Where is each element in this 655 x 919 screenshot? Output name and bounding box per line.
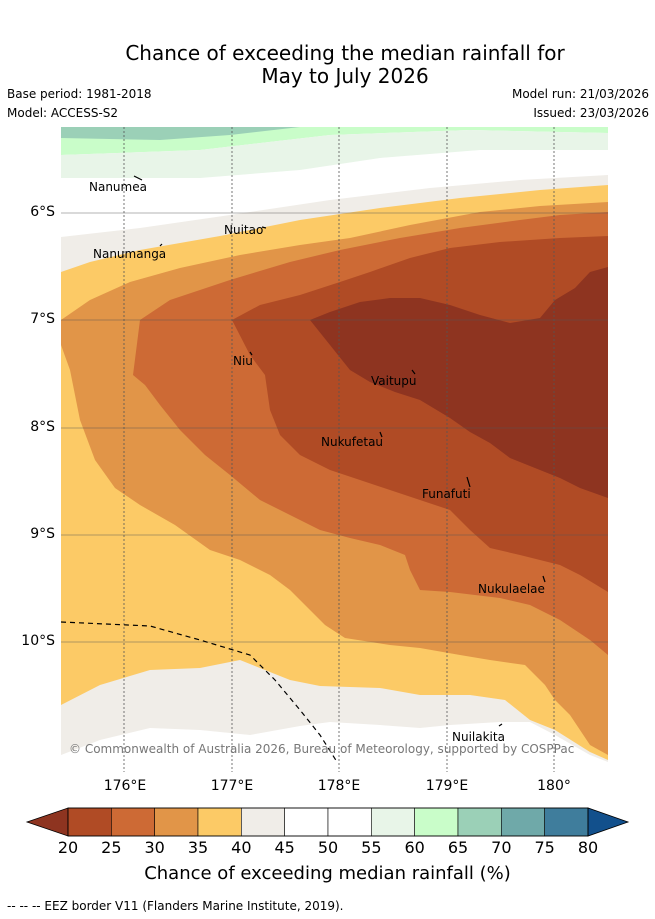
- colorbar-tick-label: 55: [361, 838, 382, 857]
- place-label: Vaitupu: [371, 374, 417, 388]
- colorbar-segment: [457, 807, 502, 837]
- eez-legend: -- -- -- EEZ border V11 (Flanders Marine…: [7, 899, 344, 913]
- colorbar-segment: [197, 807, 242, 837]
- issued-date: Issued: 23/03/2026: [533, 106, 649, 120]
- colorbar-segment: [241, 807, 285, 837]
- colorbar-tick-label: 25: [101, 838, 122, 857]
- colorbar-tick-label: 45: [274, 838, 295, 857]
- place-label: Nuitao: [224, 223, 264, 237]
- base-period: Base period: 1981-2018: [7, 87, 152, 101]
- colorbar-segment: [544, 807, 589, 837]
- colorbar-segment: [327, 807, 372, 837]
- colorbar-segment: [501, 807, 545, 837]
- lon-label: 179°E: [425, 778, 469, 794]
- lon-label: 178°E: [317, 778, 361, 794]
- lat-label: 6°S: [30, 204, 55, 220]
- colorbar-segment: [154, 807, 199, 837]
- zone-45-50-south: [61, 722, 608, 772]
- colorbar-low-arrow: [25, 807, 69, 837]
- lat-gridlines: [61, 212, 608, 643]
- eez-border-line: [61, 621, 338, 763]
- place-label: Nuilakita: [452, 730, 505, 744]
- colorbar-tick-label: 40: [231, 838, 252, 857]
- colorbar-tick-label: 60: [404, 838, 425, 857]
- place-label: Nanumea: [89, 180, 147, 194]
- lon-label: 176°E: [103, 778, 147, 794]
- place-label: Nukulaelae: [478, 582, 545, 596]
- lat-label: 8°S: [30, 419, 55, 435]
- colorbar-tick-label: 70: [491, 838, 512, 857]
- colorbar-tick-label: 50: [317, 838, 339, 857]
- zone-55-60: [61, 130, 608, 178]
- place-label: Nanumanga: [93, 247, 167, 261]
- colorbar-tick-label: 30: [144, 838, 165, 857]
- colorbar-title: Chance of exceeding median rainfall (%): [144, 863, 511, 884]
- place-label: Niu: [233, 354, 253, 368]
- map-credit: © Commonwealth of Australia 2026, Bureau…: [69, 742, 575, 756]
- colorbar-high-arrow: [587, 807, 630, 837]
- colorbar-tick-label: 75: [534, 838, 555, 857]
- lon-gridlines: [123, 127, 555, 772]
- model-run: Model run: 21/03/2026: [511, 87, 649, 101]
- chart-title-line1: Chance of exceeding the median rainfall …: [125, 41, 565, 65]
- colorbar-segment: [371, 807, 415, 837]
- lat-label: 9°S: [30, 526, 55, 542]
- colorbar: [25, 807, 630, 837]
- lat-label: 10°S: [21, 633, 55, 649]
- zone-below-20: [310, 267, 608, 498]
- place-label: Funafuti: [422, 487, 471, 501]
- island-marks: [133, 175, 546, 727]
- colorbar-segment: [111, 807, 155, 837]
- colorbar-segment: [414, 807, 459, 837]
- colorbar-tick-label: 20: [57, 838, 79, 857]
- colorbar-tick-label: 65: [447, 838, 469, 857]
- lat-label: 7°S: [30, 311, 55, 327]
- colorbar-segment: [284, 807, 329, 837]
- colorbar-tick-label: 80: [577, 838, 599, 857]
- place-label: Nukufetau: [321, 435, 384, 449]
- lon-label: 180°: [537, 778, 571, 794]
- chart-title-line2: May to July 2026: [261, 64, 429, 88]
- colorbar-tick-label: 35: [187, 838, 209, 857]
- lon-label: 177°E: [210, 778, 254, 794]
- probability-map: [61, 127, 608, 772]
- zone-65-70: [61, 127, 300, 140]
- colorbar-segment: [67, 807, 112, 837]
- model-name: Model: ACCESS-S2: [7, 106, 119, 120]
